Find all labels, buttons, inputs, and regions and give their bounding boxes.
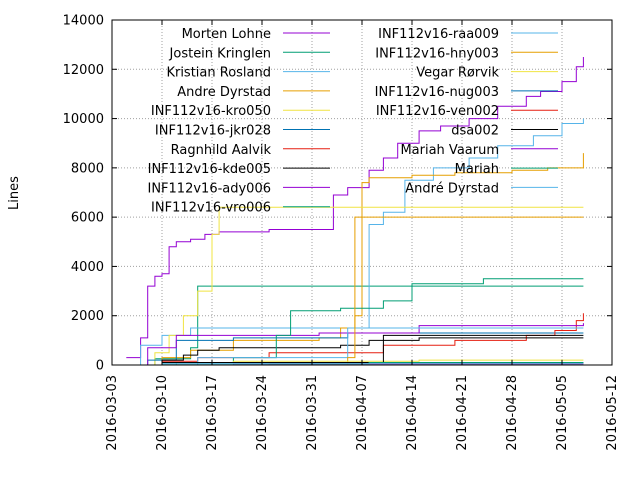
legend: Morten Lohne Jostein Kringlen Kristian Ros… bbox=[148, 27, 558, 216]
y-tick-label: 0 bbox=[96, 359, 104, 374]
legend-label: Mariah Vaarum bbox=[400, 143, 499, 158]
x-tick-label: 2016-04-07 bbox=[355, 375, 370, 451]
x-tick-label: 2016-03-31 bbox=[305, 375, 320, 451]
legend-label: INF112v16-nug003 bbox=[375, 85, 499, 100]
series-line bbox=[126, 206, 584, 366]
series-line bbox=[126, 323, 584, 366]
y-axis-label: Lines bbox=[7, 176, 22, 210]
legend-label: André Dyrstad bbox=[405, 181, 499, 196]
x-tick-label: 2016-05-12 bbox=[605, 375, 620, 451]
legend-label: Mariah bbox=[455, 162, 499, 177]
y-tick-label: 14000 bbox=[63, 14, 104, 29]
axis-ticks: 0 2000 4000 6000 8000 10000 12000 14000 2016-03-… bbox=[63, 14, 620, 451]
legend-label: INF112v16-ven002 bbox=[376, 104, 499, 119]
x-tick-label: 2016-04-21 bbox=[455, 375, 470, 451]
legend-label: Jostein Kringlen bbox=[169, 46, 271, 61]
y-tick-label: 12000 bbox=[63, 63, 104, 78]
y-tick-label: 4000 bbox=[71, 260, 104, 275]
legend-label: INF112v16-raa009 bbox=[378, 27, 499, 42]
legend-label: INF112v16-ady006 bbox=[148, 181, 272, 196]
legend-label: INF112v16-kde005 bbox=[148, 162, 271, 177]
y-tick-label: 6000 bbox=[71, 211, 104, 226]
legend-label: INF112v16-kro050 bbox=[151, 104, 271, 119]
legend-label: Vegar Rørvik bbox=[416, 66, 499, 81]
x-tick-label: 2016-03-17 bbox=[205, 375, 220, 451]
x-tick-label: 2016-04-28 bbox=[505, 375, 520, 451]
x-tick-label: 2016-03-03 bbox=[105, 375, 120, 451]
series-line bbox=[126, 57, 584, 359]
x-tick-label: 2016-03-10 bbox=[155, 375, 170, 451]
legend-label: dsa002 bbox=[451, 124, 499, 139]
legend-label: INF112v16-hny003 bbox=[375, 46, 499, 61]
series-line bbox=[126, 285, 584, 366]
y-tick-label: 8000 bbox=[71, 161, 104, 176]
x-tick-label: 2016-03-24 bbox=[255, 375, 270, 451]
x-tick-label: 2016-05-05 bbox=[555, 375, 570, 451]
series-line bbox=[126, 337, 584, 366]
series-lines bbox=[126, 57, 584, 366]
legend-label: INF112v16-vro006 bbox=[151, 201, 271, 216]
y-tick-label: 10000 bbox=[63, 112, 104, 127]
legend-label: Andre Dyrstad bbox=[177, 85, 271, 100]
y-tick-label: 2000 bbox=[71, 309, 104, 324]
series-line bbox=[126, 118, 584, 366]
legend-label: Ragnhild Aalvik bbox=[171, 143, 272, 158]
legend-label: Kristian Rosland bbox=[166, 66, 271, 81]
legend-label: Morten Lohne bbox=[182, 27, 271, 42]
legend-label: INF112v16-jkr028 bbox=[155, 124, 271, 139]
x-tick-label: 2016-04-14 bbox=[405, 375, 420, 451]
